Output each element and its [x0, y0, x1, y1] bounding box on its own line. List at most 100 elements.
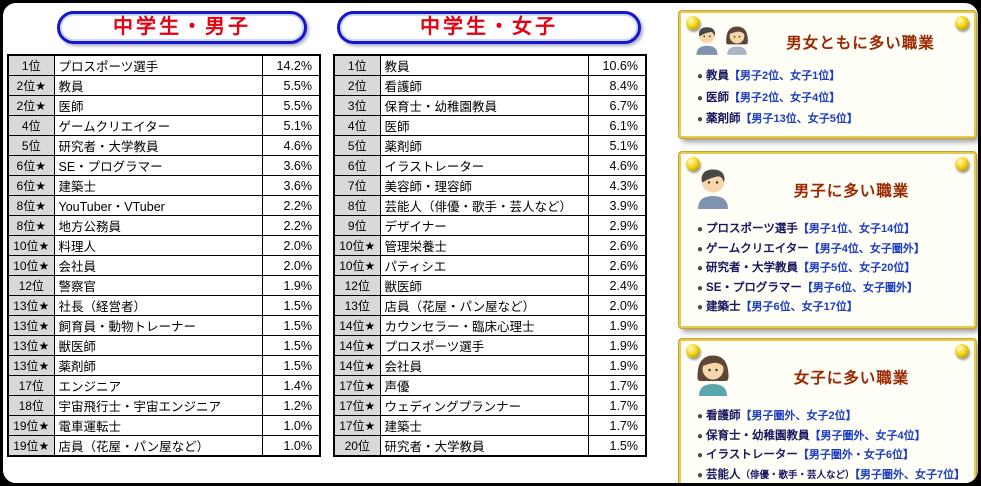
- table-row: 1位 プロスポーツ選手 14.2%: [7, 54, 321, 76]
- boys-title: 中学生・男子: [57, 11, 307, 44]
- bullet-icon: ●: [697, 282, 704, 294]
- rank-cell: 10位★: [7, 255, 55, 276]
- job-cell: 研究者・大学教員: [379, 435, 589, 457]
- list-item: ● 建築士【男子6位、女子17位】: [697, 298, 964, 318]
- rank-cell: 19位★: [7, 435, 55, 457]
- pct-cell: 3.6%: [261, 175, 321, 196]
- avatar-group: [693, 23, 751, 61]
- note-header: 女子に多い職業: [693, 351, 964, 402]
- pct-cell: 2.6%: [587, 255, 647, 276]
- pushpin-icon: [955, 16, 969, 30]
- pct-cell: 4.6%: [587, 155, 647, 176]
- pct-cell: 3.9%: [587, 195, 647, 216]
- rank-cell: 14位★: [333, 315, 381, 336]
- table-row: 13位★ 飼育員・動物トレーナー 1.5%: [7, 315, 321, 336]
- pct-cell: 8.4%: [587, 75, 647, 96]
- list-item: ● 研究者・大学教員【男子5位、女子20位】: [697, 259, 964, 279]
- list-item: ● 教員【男子2位、女子1位】: [697, 66, 964, 88]
- job-cell: 地方公務員: [53, 215, 263, 236]
- rank-cell: 2位: [333, 75, 381, 96]
- item-name: ゲームクリエイター: [706, 242, 809, 255]
- girl-avatar-icon: [723, 23, 751, 61]
- item-detail: 【男子4位、女子圏外】: [808, 242, 925, 255]
- note-header: 男子に多い職業: [693, 164, 964, 215]
- pct-cell: 2.2%: [261, 195, 321, 216]
- rank-cell: 8位★: [7, 195, 55, 216]
- note-both-genders: 男女ともに多い職業 ● 教員【男子2位、女子1位】 ● 医師【男子2位、女子4位】 …: [679, 11, 976, 138]
- bullet-icon: ●: [697, 243, 704, 255]
- list-item: ● 薬剤師【男子13位、女子5位】: [697, 109, 964, 131]
- pct-cell: 2.9%: [587, 215, 647, 236]
- job-cell: カウンセラー・臨床心理士: [379, 315, 589, 336]
- pct-cell: 6.1%: [587, 115, 647, 136]
- job-cell: 建築士: [379, 415, 589, 436]
- rank-cell: 5位: [7, 135, 55, 156]
- job-cell: 研究者・大学教員: [53, 135, 263, 156]
- rank-cell: 4位: [7, 115, 55, 136]
- job-cell: 医師: [53, 95, 263, 116]
- table-row: 13位★ 薬剤師 1.5%: [7, 355, 321, 376]
- job-cell: 芸能人（俳優・歌手・芸人など）: [379, 195, 589, 216]
- job-cell: SE・プログラマー: [53, 155, 263, 176]
- pct-cell: 5.5%: [261, 75, 321, 96]
- job-cell: 警察官: [53, 275, 263, 296]
- pct-cell: 5.1%: [261, 115, 321, 136]
- rank-cell: 6位★: [7, 175, 55, 196]
- table-row: 19位★ 電車運転士 1.0%: [7, 415, 321, 436]
- item-detail: 【男子6位、女子圏外】: [801, 281, 919, 294]
- pct-cell: 5.5%: [261, 95, 321, 116]
- job-cell: 獣医師: [379, 275, 589, 296]
- job-cell: 美容師・理容師: [379, 175, 589, 196]
- item-detail: 【男子6位、女子17位】: [740, 301, 858, 313]
- item-name: 保育士・幼稚園教員: [706, 429, 810, 442]
- pct-cell: 1.5%: [261, 335, 321, 356]
- pct-cell: 5.1%: [587, 135, 647, 156]
- table-row: 14位★ プロスポーツ選手 1.9%: [333, 335, 647, 356]
- pct-cell: 1.0%: [261, 415, 321, 436]
- job-cell: プロスポーツ選手: [379, 335, 589, 356]
- rank-cell: 13位: [333, 295, 381, 316]
- list-item: ● プロスポーツ選手【男子1位、女子14位】: [697, 220, 964, 240]
- note-girls: 女子に多い職業 ● 看護師【男子圏外、女子2位】 ● 保育士・幼稚園教員【男子圏外、…: [679, 339, 976, 483]
- table-row: 10位★ 管理栄養士 2.6%: [333, 235, 647, 256]
- table-row: 7位 美容師・理容師 4.3%: [333, 175, 647, 196]
- rank-cell: 13位★: [7, 315, 55, 336]
- rank-cell: 18位: [7, 395, 55, 416]
- job-cell: エンジニア: [53, 375, 263, 396]
- job-cell: ゲームクリエイター: [53, 115, 263, 136]
- job-cell: 会社員: [53, 255, 263, 276]
- note-header: 男女ともに多い職業: [693, 23, 964, 61]
- item-detail: 【男子2位、女子1位】: [729, 70, 841, 82]
- job-cell: 薬剤師: [53, 355, 263, 376]
- rank-cell: 17位★: [333, 395, 381, 416]
- item-detail: 【男子圏外、女子4位】: [809, 429, 926, 442]
- item-detail: 【男子5位、女子20位】: [798, 262, 916, 274]
- job-cell: 獣医師: [53, 335, 263, 356]
- item-name: 医師: [706, 91, 730, 104]
- pct-cell: 2.4%: [587, 275, 647, 296]
- rank-cell: 10位★: [333, 255, 381, 276]
- boys-table-body: 1位 プロスポーツ選手 14.2% 2位★ 教員 5.5% 2位★ 医師 5.5…: [7, 54, 321, 457]
- note-boys: 男子に多い職業 ● プロスポーツ選手【男子1位、女子14位】 ● ゲームクリエイター…: [679, 152, 976, 328]
- job-cell: YouTuber・VTuber: [53, 195, 263, 216]
- bullet-icon: ●: [697, 430, 704, 442]
- job-cell: ウェディングプランナー: [379, 395, 589, 416]
- table-row: 6位★ 建築士 3.6%: [7, 175, 321, 196]
- item-name: 芸能人: [706, 468, 741, 481]
- pushpin-icon: [686, 344, 700, 358]
- job-cell: 会社員: [379, 355, 589, 376]
- table-row: 5位 研究者・大学教員 4.6%: [7, 135, 321, 156]
- rank-cell: 5位: [333, 135, 381, 156]
- note-title: 男女ともに多い職業: [786, 35, 935, 52]
- item-name: 看護師: [706, 410, 741, 422]
- pct-cell: 2.0%: [587, 295, 647, 316]
- list-item: ● 医師【男子2位、女子4位】: [697, 88, 964, 110]
- pct-cell: 2.6%: [587, 235, 647, 256]
- rank-cell: 4位: [333, 115, 381, 136]
- girls-ranking-table: 1位 教員 10.6% 2位 看護師 8.4% 3位 保育士・幼稚園教員 6.7…: [333, 54, 647, 457]
- job-cell: プロスポーツ選手: [53, 54, 263, 76]
- rank-cell: 9位: [333, 215, 381, 236]
- rank-cell: 17位★: [333, 375, 381, 396]
- item-detail: 【男子圏外・女子6位】: [797, 449, 914, 461]
- job-cell: 看護師: [379, 75, 589, 96]
